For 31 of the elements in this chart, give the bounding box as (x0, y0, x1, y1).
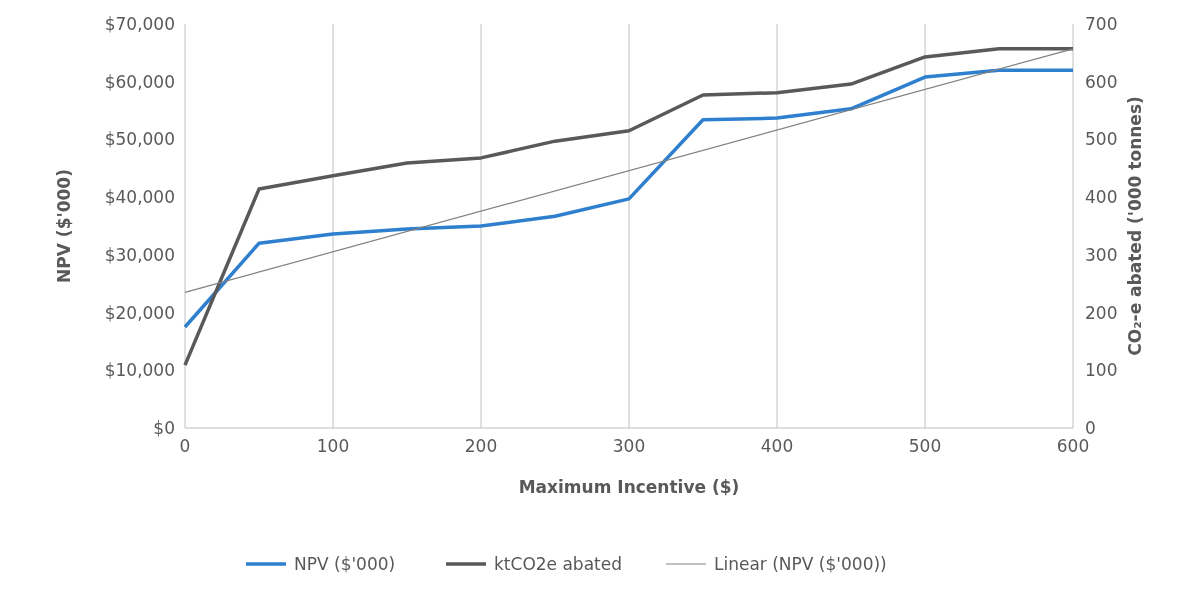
y-tick-label: $60,000 (104, 71, 175, 92)
legend-label: NPV ($'000) (294, 553, 396, 574)
y-tick-label: $30,000 (104, 244, 175, 265)
x-tick-label: 500 (908, 436, 942, 456)
x-tick-label: 300 (612, 436, 646, 456)
y2-tick-label: 700 (1085, 13, 1118, 34)
y2-tick-label: 400 (1085, 187, 1118, 208)
legend-label: Linear (NPV ($'000)) (714, 553, 887, 574)
x-tick-label: 600 (1056, 436, 1090, 456)
y-axis-title: NPV ($'000) (54, 169, 74, 283)
y2-tick-label: 100 (1085, 360, 1118, 381)
y-tick-label: $0 (153, 417, 175, 438)
y-tick-label: $20,000 (104, 302, 175, 323)
y-tick-label: $50,000 (104, 129, 175, 150)
x-tick-label: 400 (760, 436, 794, 456)
y2-axis-title: CO₂-e abated ('000 tonnes) (1125, 96, 1145, 356)
x-tick-label: 200 (464, 436, 498, 456)
y2-tick-label: 200 (1085, 302, 1118, 323)
line-series (183, 68, 1075, 329)
y-tick-label: $10,000 (104, 360, 175, 381)
x-axis-title: Maximum Incentive ($) (518, 477, 740, 497)
x-tick-label: 0 (179, 436, 191, 456)
y-tick-label: $70,000 (104, 13, 175, 34)
y2-tick-label: 300 (1085, 244, 1118, 265)
y-tick-label: $40,000 (104, 187, 175, 208)
y2-tick-label: 600 (1085, 71, 1118, 92)
line-series (183, 47, 1075, 367)
x-tick-label: 100 (316, 436, 350, 456)
y2-tick-label: 500 (1085, 129, 1118, 150)
y2-tick-label: 0 (1085, 417, 1096, 438)
legend-label: ktCO2e abated (494, 553, 622, 574)
